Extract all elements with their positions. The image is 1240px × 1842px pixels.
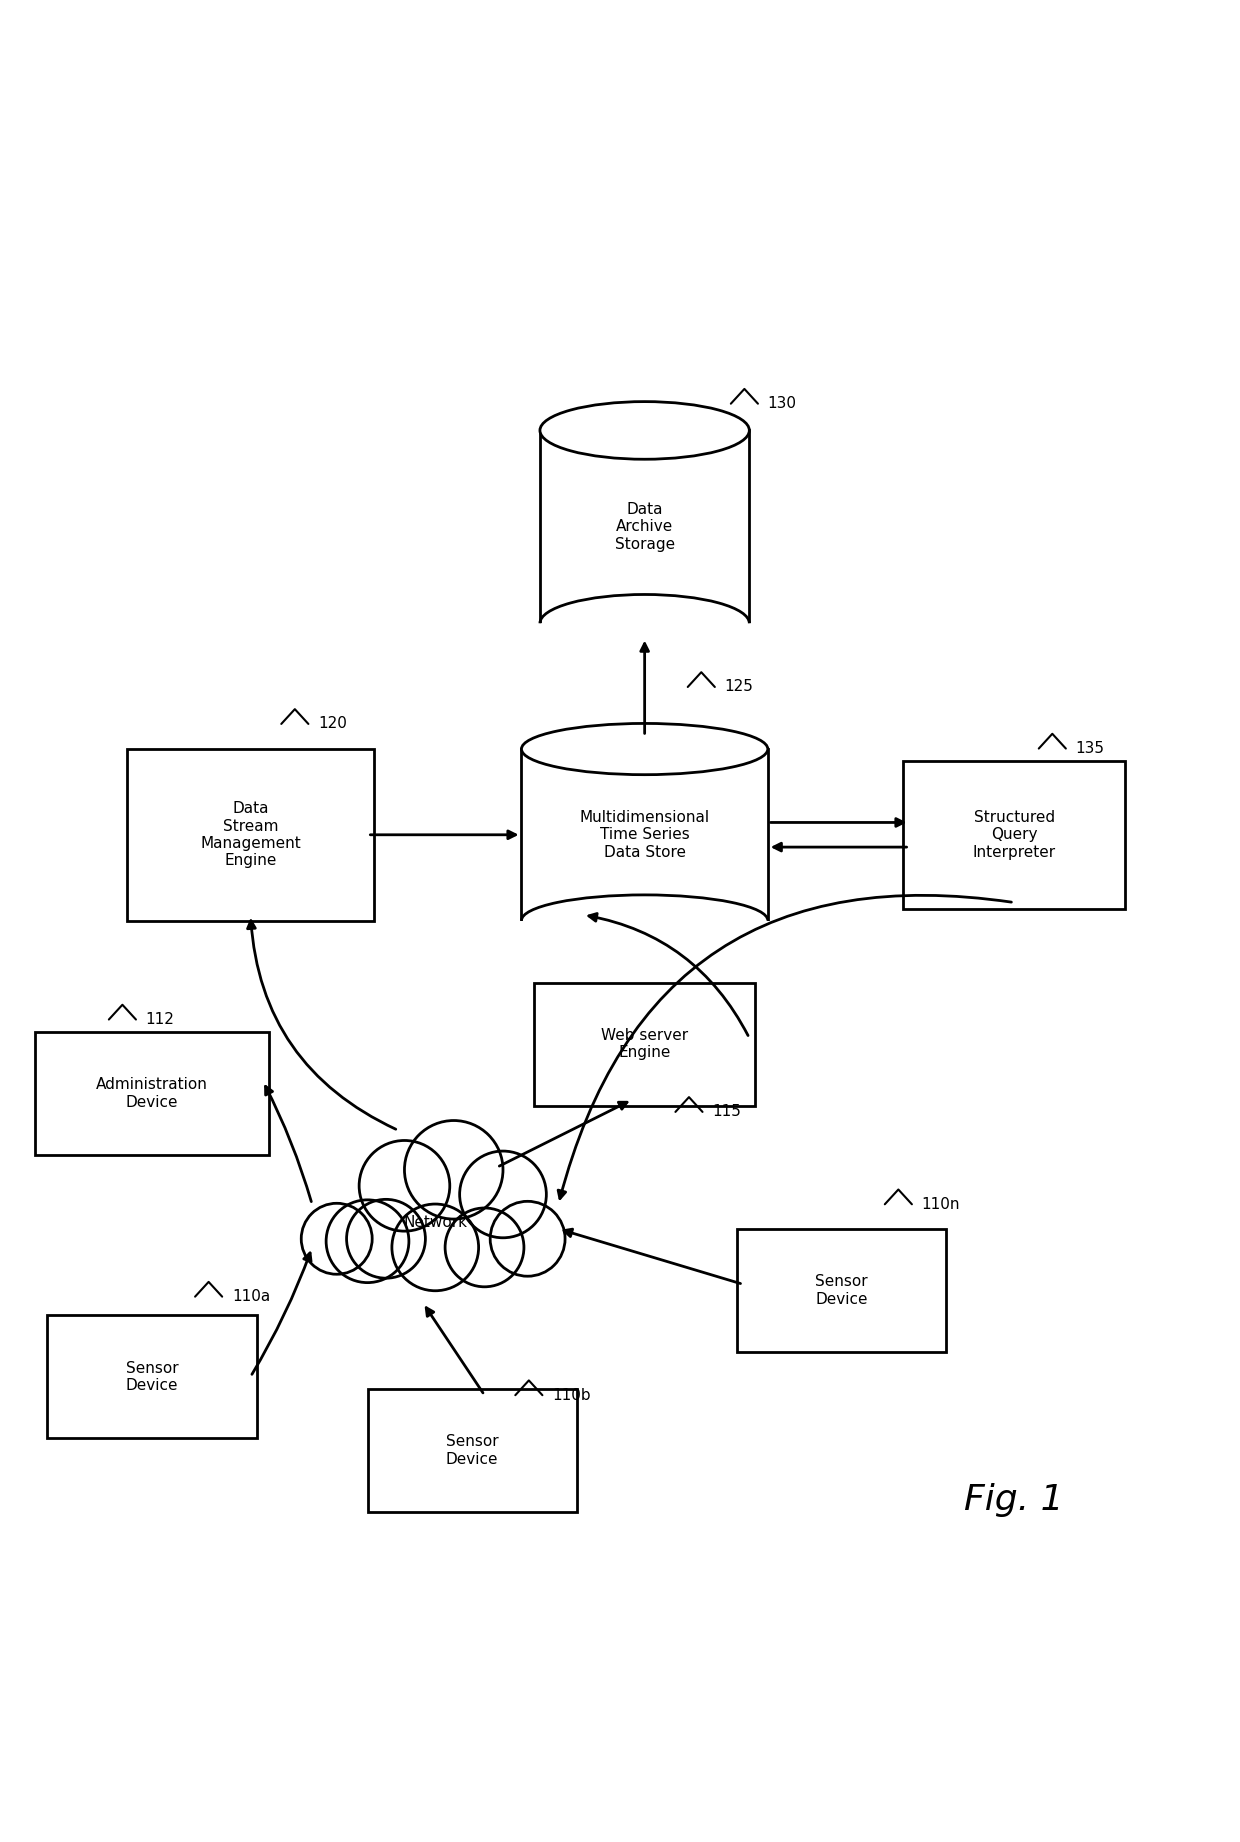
Text: 110a: 110a — [232, 1289, 270, 1304]
FancyBboxPatch shape — [35, 1032, 269, 1155]
Text: Structured
Query
Interpreter: Structured Query Interpreter — [972, 810, 1055, 860]
Circle shape — [360, 1140, 450, 1230]
FancyBboxPatch shape — [47, 1315, 257, 1439]
Text: 112: 112 — [146, 1011, 175, 1028]
Bar — [522, 750, 768, 921]
FancyBboxPatch shape — [533, 982, 755, 1105]
Text: Fig. 1: Fig. 1 — [965, 1483, 1064, 1516]
Ellipse shape — [539, 402, 749, 459]
FancyBboxPatch shape — [128, 748, 373, 921]
Text: Administration
Device: Administration Device — [95, 1078, 208, 1109]
Circle shape — [445, 1208, 525, 1288]
Text: 125: 125 — [724, 680, 754, 694]
Text: Web server
Engine: Web server Engine — [601, 1028, 688, 1061]
Circle shape — [346, 1199, 425, 1278]
Text: 110b: 110b — [552, 1387, 591, 1404]
Text: 135: 135 — [1076, 740, 1105, 755]
Text: Data
Archive
Storage: Data Archive Storage — [615, 503, 675, 553]
Circle shape — [490, 1201, 565, 1277]
Circle shape — [460, 1151, 547, 1238]
Circle shape — [392, 1205, 479, 1291]
Circle shape — [301, 1203, 372, 1275]
Bar — [539, 431, 749, 623]
FancyBboxPatch shape — [737, 1229, 946, 1352]
Text: Sensor
Device: Sensor Device — [446, 1435, 498, 1466]
Circle shape — [326, 1199, 409, 1282]
Text: 120: 120 — [319, 717, 347, 731]
Text: 115: 115 — [712, 1105, 742, 1120]
Text: Data
Stream
Management
Engine: Data Stream Management Engine — [200, 801, 301, 868]
Text: 130: 130 — [768, 396, 797, 411]
Text: Sensor
Device: Sensor Device — [125, 1361, 179, 1393]
Bar — [533, 623, 755, 656]
Text: 110n: 110n — [921, 1197, 960, 1212]
Text: Network: Network — [403, 1216, 467, 1230]
FancyBboxPatch shape — [903, 761, 1125, 908]
FancyBboxPatch shape — [367, 1389, 577, 1512]
Circle shape — [404, 1120, 503, 1219]
Ellipse shape — [522, 724, 768, 775]
Bar — [516, 921, 774, 950]
Text: Sensor
Device: Sensor Device — [816, 1275, 868, 1306]
Text: Multidimensional
Time Series
Data Store: Multidimensional Time Series Data Store — [579, 810, 709, 860]
